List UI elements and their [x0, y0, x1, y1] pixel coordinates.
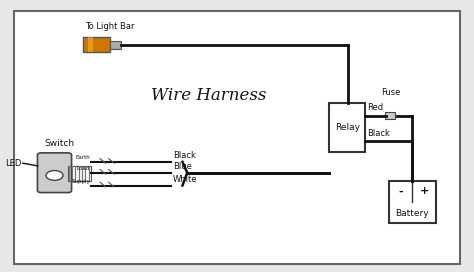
Bar [329, 103, 365, 152]
Bar [83, 37, 110, 52]
Text: LED: LED [5, 159, 21, 168]
Text: To Light Bar: To Light Bar [85, 22, 135, 31]
Text: Black: Black [173, 152, 196, 160]
FancyBboxPatch shape [14, 11, 460, 264]
Text: Battery: Battery [396, 209, 429, 218]
Text: Earth: Earth [75, 156, 90, 160]
Text: -: - [398, 186, 403, 196]
Text: White: White [173, 175, 198, 184]
Text: Blue: Blue [173, 162, 192, 171]
Text: Fuse: Fuse [382, 88, 401, 97]
Text: Red: Red [367, 103, 383, 112]
Text: Load: Load [77, 166, 90, 171]
Bar [389, 181, 436, 223]
Text: Relay: Relay [335, 123, 360, 132]
Text: Wire Harness: Wire Harness [151, 87, 266, 104]
Bar [385, 112, 395, 119]
Circle shape [46, 171, 63, 180]
FancyBboxPatch shape [37, 153, 72, 193]
Text: Supply: Supply [71, 179, 90, 184]
Text: +: + [419, 186, 429, 196]
Text: Black: Black [367, 129, 390, 138]
Bar [68, 166, 91, 181]
Bar [88, 37, 93, 52]
Text: Switch: Switch [44, 139, 74, 148]
Bar [110, 41, 121, 49]
